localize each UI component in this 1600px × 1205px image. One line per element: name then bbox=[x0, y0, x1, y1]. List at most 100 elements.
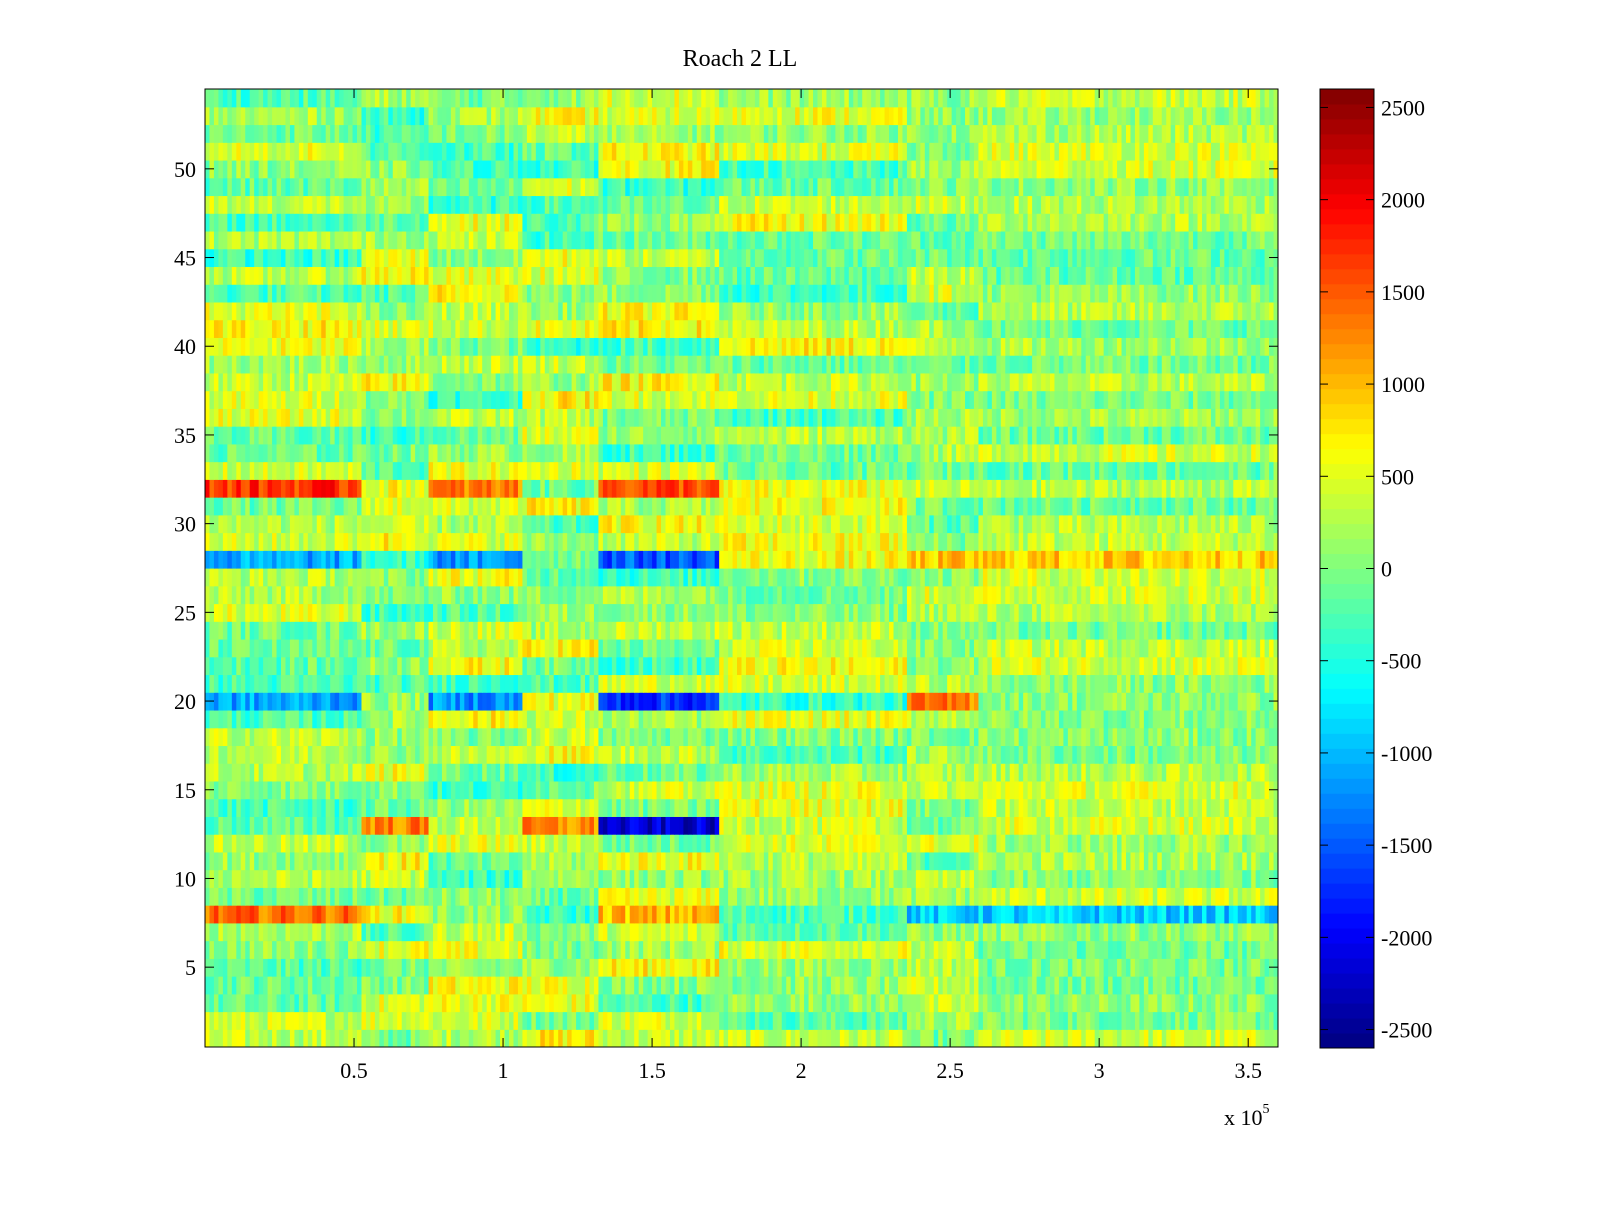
heatmap-cell bbox=[1273, 1011, 1278, 1030]
heatmap-cell bbox=[1027, 905, 1033, 924]
heatmap-cell bbox=[267, 1029, 273, 1047]
heatmap-cell bbox=[513, 798, 519, 817]
heatmap-cell bbox=[419, 851, 425, 871]
heatmap-cell bbox=[705, 976, 711, 995]
heatmap-cell bbox=[728, 887, 734, 906]
heatmap-cell bbox=[799, 780, 805, 800]
heatmap-cell bbox=[419, 780, 425, 800]
heatmap-cell bbox=[365, 976, 372, 995]
heatmap-cell bbox=[263, 816, 269, 835]
heatmap-cell bbox=[236, 834, 242, 853]
heatmap-cell bbox=[549, 869, 555, 888]
heatmap-cell bbox=[947, 780, 953, 800]
heatmap-cell bbox=[848, 780, 854, 800]
heatmap-cell bbox=[1233, 922, 1239, 942]
heatmap-cell bbox=[835, 922, 841, 942]
heatmap-cell bbox=[517, 869, 524, 888]
heatmap-cell bbox=[428, 869, 434, 888]
heatmap-cell bbox=[343, 745, 349, 764]
heatmap-cell bbox=[303, 727, 309, 747]
heatmap-cell bbox=[987, 851, 993, 871]
heatmap-cell bbox=[1076, 780, 1082, 800]
heatmap-cell bbox=[808, 1011, 814, 1030]
heatmap-cell bbox=[1193, 780, 1199, 800]
heatmap-cell bbox=[222, 745, 228, 764]
heatmap-cell bbox=[392, 940, 398, 959]
heatmap-cell bbox=[853, 940, 859, 959]
heatmap-cell bbox=[960, 905, 966, 924]
heatmap-cell bbox=[325, 940, 331, 959]
heatmap-cell bbox=[795, 1029, 801, 1047]
heatmap-cell bbox=[401, 763, 407, 782]
heatmap-cell bbox=[804, 692, 810, 711]
heatmap-cell bbox=[687, 763, 693, 782]
heatmap-cell bbox=[996, 1011, 1002, 1030]
heatmap-cell bbox=[231, 780, 237, 800]
heatmap-cell bbox=[795, 674, 801, 693]
heatmap-cell bbox=[1090, 834, 1096, 853]
heatmap-cell bbox=[772, 905, 778, 924]
heatmap-cell bbox=[768, 674, 774, 693]
heatmap-cell bbox=[996, 798, 1002, 817]
heatmap-cell bbox=[509, 834, 515, 853]
heatmap-cell bbox=[1264, 905, 1270, 924]
heatmap-cell bbox=[871, 851, 877, 871]
heatmap-cell bbox=[638, 834, 644, 853]
heatmap-cell bbox=[424, 727, 430, 747]
heatmap-cell bbox=[240, 940, 246, 959]
heatmap-cell bbox=[294, 869, 300, 888]
heatmap-cell bbox=[647, 993, 653, 1013]
heatmap-cell bbox=[880, 727, 886, 747]
heatmap-cell bbox=[884, 851, 890, 871]
heatmap-cell bbox=[1049, 958, 1056, 977]
heatmap-cell bbox=[661, 1011, 667, 1030]
heatmap-cell bbox=[969, 816, 975, 835]
heatmap-cell bbox=[321, 905, 327, 924]
heatmap-cell bbox=[920, 905, 926, 924]
heatmap-cell bbox=[1000, 1011, 1006, 1030]
heatmap-cell bbox=[616, 692, 622, 711]
heatmap-cell bbox=[1219, 727, 1225, 747]
heatmap-cell bbox=[1023, 816, 1029, 835]
heatmap-cell bbox=[213, 869, 220, 888]
heatmap-cell bbox=[732, 958, 738, 977]
heatmap-cell bbox=[1067, 780, 1073, 800]
heatmap-cell bbox=[1175, 1029, 1181, 1047]
heatmap-cell bbox=[330, 780, 336, 800]
heatmap-cell bbox=[884, 763, 890, 782]
heatmap-cell bbox=[991, 869, 997, 888]
heatmap-cell bbox=[956, 869, 962, 888]
heatmap-cell bbox=[763, 674, 769, 693]
heatmap-cell bbox=[741, 780, 747, 800]
heatmap-cell bbox=[401, 709, 407, 729]
heatmap-cell bbox=[1224, 763, 1230, 782]
heatmap-cell bbox=[880, 745, 886, 764]
heatmap-cell bbox=[325, 834, 331, 853]
heatmap-cell bbox=[647, 1011, 653, 1030]
heatmap-cell bbox=[965, 745, 971, 764]
heatmap-cell bbox=[602, 869, 608, 888]
heatmap-cell bbox=[978, 798, 984, 817]
heatmap-cell bbox=[982, 1029, 988, 1047]
heatmap-cell bbox=[911, 940, 917, 959]
heatmap-cell bbox=[1260, 851, 1266, 871]
heatmap-cell bbox=[1170, 851, 1176, 871]
heatmap-cell bbox=[1032, 763, 1038, 782]
heatmap-cell bbox=[902, 958, 908, 977]
heatmap-cell bbox=[272, 1029, 278, 1047]
heatmap-cell bbox=[272, 709, 278, 729]
heatmap-cell bbox=[1170, 763, 1176, 782]
heatmap-cell bbox=[759, 674, 765, 693]
heatmap-cell bbox=[236, 887, 242, 906]
heatmap-cell bbox=[477, 816, 483, 835]
heatmap-cell bbox=[549, 1011, 555, 1030]
heatmap-cell bbox=[397, 745, 403, 764]
heatmap-cell bbox=[638, 763, 644, 782]
heatmap-cell bbox=[1009, 709, 1015, 729]
heatmap-cell bbox=[862, 834, 868, 853]
heatmap-cell bbox=[620, 869, 626, 888]
heatmap-cell bbox=[911, 1011, 917, 1030]
heatmap-cell bbox=[258, 869, 264, 888]
heatmap-cell bbox=[437, 709, 443, 729]
heatmap-cell bbox=[352, 940, 358, 959]
